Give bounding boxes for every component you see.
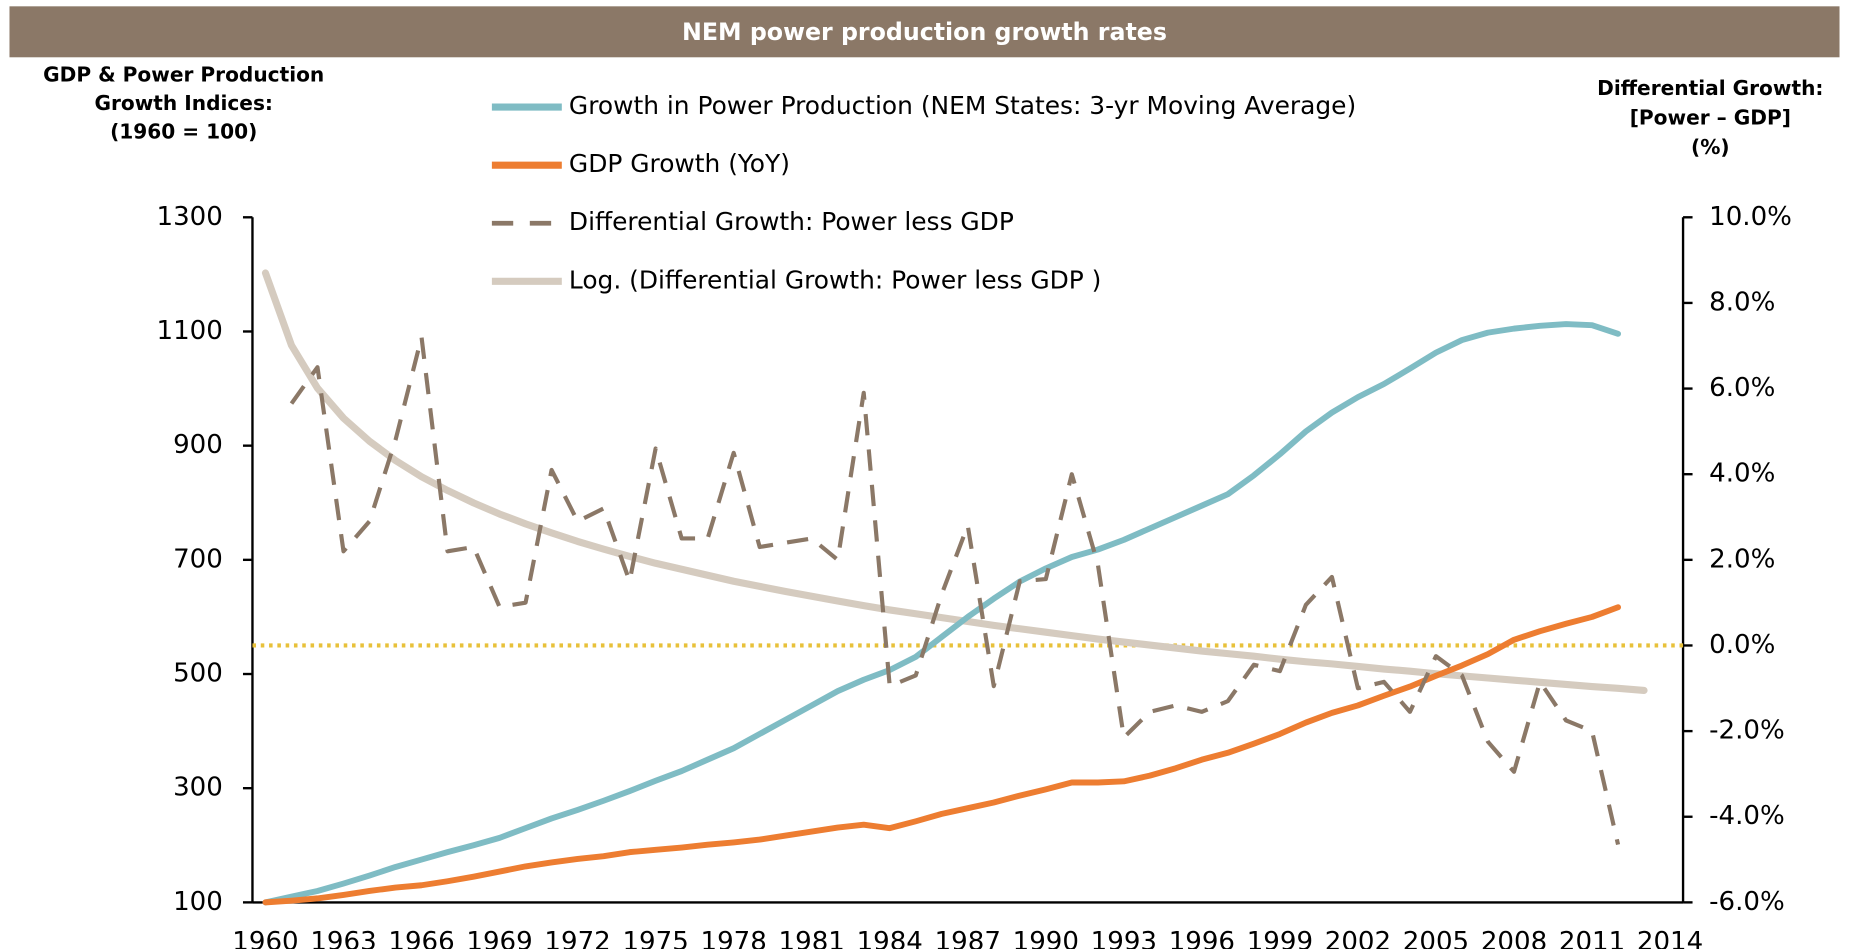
y-tick-label: 100 <box>173 887 223 917</box>
y2-tick-label: -6.0% <box>1709 887 1785 917</box>
legend-label: GDP Growth (YoY) <box>569 149 790 178</box>
y-axis-title: (1960 = 100) <box>110 120 257 144</box>
y2-axis-title: [Power – GDP] <box>1630 105 1791 129</box>
y-tick-label: 300 <box>173 773 223 803</box>
y2-tick-label: 4.0% <box>1709 459 1775 489</box>
x-tick-label: 2011 <box>1559 927 1625 949</box>
x-tick-label: 1990 <box>1013 927 1079 949</box>
y2-axis-title: Differential Growth: <box>1597 76 1823 100</box>
y2-tick-label: 8.0% <box>1709 287 1775 317</box>
x-tick-label: 1972 <box>544 927 610 949</box>
x-tick-label: 1978 <box>700 927 766 949</box>
x-tick-label: 2014 <box>1637 927 1703 949</box>
x-tick-label: 1984 <box>857 927 923 949</box>
x-tick-label: 1987 <box>935 927 1001 949</box>
y-axis-title: GDP & Power Production <box>43 63 324 87</box>
series-line <box>289 335 1621 846</box>
x-tick-label: 1993 <box>1091 927 1157 949</box>
y-tick-label: 1300 <box>157 202 223 232</box>
y2-tick-label: 2.0% <box>1709 544 1775 574</box>
legend-label: Growth in Power Production (NEM States: … <box>569 91 1356 120</box>
x-tick-label: 1966 <box>388 927 454 949</box>
x-tick-label: 2005 <box>1403 927 1469 949</box>
legend-label: Log. (Differential Growth: Power less GD… <box>569 265 1101 294</box>
y2-axis-title: (%) <box>1691 135 1730 159</box>
x-tick-label: 2002 <box>1325 927 1391 949</box>
y-tick-label: 500 <box>173 659 223 689</box>
title-bar <box>9 6 1840 58</box>
y-axis-title: Growth Indices: <box>94 91 273 115</box>
series-line <box>262 604 1622 906</box>
y2-tick-label: 10.0% <box>1709 202 1792 232</box>
legend-label: Differential Growth: Power less GDP <box>569 207 1014 236</box>
series-line <box>261 269 1648 694</box>
y-tick-label: 900 <box>173 430 223 460</box>
y2-tick-label: -2.0% <box>1709 716 1785 746</box>
series-line <box>262 321 1622 906</box>
x-tick-label: 1999 <box>1247 927 1313 949</box>
y-tick-label: 700 <box>173 544 223 574</box>
y2-tick-label: 6.0% <box>1709 373 1775 403</box>
y-tick-label: 1100 <box>157 316 223 346</box>
y2-tick-label: -4.0% <box>1709 801 1785 831</box>
x-tick-label: 1975 <box>622 927 688 949</box>
x-tick-label: 2008 <box>1481 927 1547 949</box>
x-tick-label: 1969 <box>466 927 532 949</box>
x-tick-label: 1960 <box>232 927 298 949</box>
x-tick-label: 1963 <box>310 927 376 949</box>
y2-tick-label: 0.0% <box>1709 630 1775 660</box>
chart-title: NEM power production growth rates <box>682 18 1167 46</box>
x-tick-label: 1996 <box>1169 927 1235 949</box>
x-tick-label: 1981 <box>779 927 845 949</box>
